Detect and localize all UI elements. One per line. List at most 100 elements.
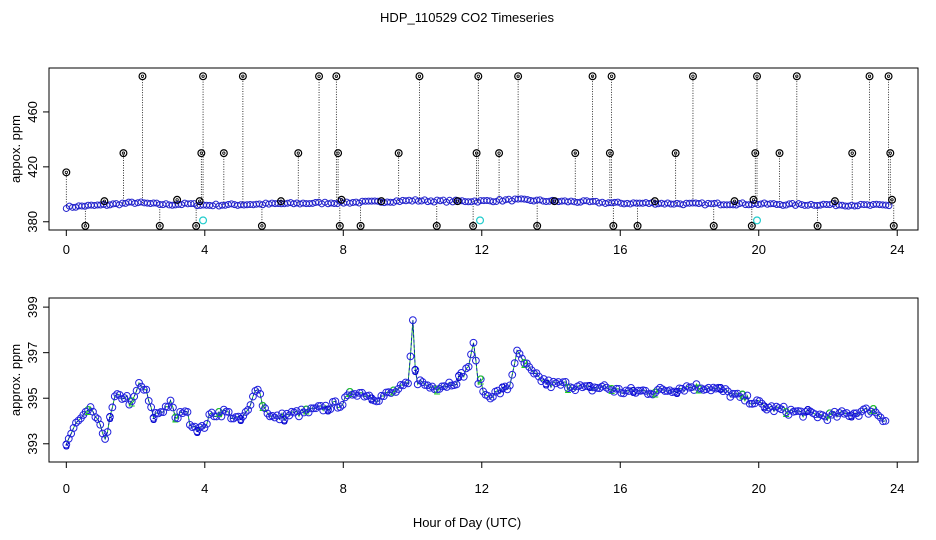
- series-marker: 3: [63, 438, 70, 453]
- bottom-point: [757, 399, 766, 408]
- bottom-point: [338, 400, 347, 409]
- bottom-point: [122, 391, 131, 400]
- bottom-point: [350, 390, 359, 398]
- bottom-point: [270, 413, 279, 422]
- series-marker: 3: [237, 412, 244, 427]
- bottom-point: [304, 408, 313, 417]
- spike-point-inner: [795, 74, 799, 78]
- bottom-point: [227, 414, 236, 423]
- bottom-point: [467, 350, 475, 359]
- bottom-point: [658, 385, 667, 394]
- bottom-point: [101, 435, 109, 443]
- bottom-point: [801, 407, 810, 416]
- bottom-point: [505, 381, 514, 390]
- baseline-point: [710, 199, 718, 207]
- spike-point-inner: [417, 74, 422, 78]
- spike-point: [709, 221, 718, 230]
- spike-point-inner: [260, 224, 264, 228]
- bottom-point: [404, 379, 412, 388]
- bottom-point: [614, 384, 623, 393]
- bottom-point: [653, 386, 662, 394]
- spike-point: [747, 221, 756, 230]
- bottom-point: [585, 382, 594, 390]
- series-marker: 2: [826, 406, 833, 421]
- bottom-point: [544, 376, 553, 385]
- spike-point: [276, 197, 285, 206]
- bottom-point: [244, 405, 252, 414]
- top-y-tick-label: 380: [25, 211, 40, 233]
- bottom-point: [106, 412, 114, 421]
- series-marker: 3: [586, 379, 593, 394]
- spike-point: [514, 72, 523, 81]
- baseline-point: [885, 202, 893, 210]
- bottom-point: [72, 418, 80, 427]
- bottom-point: [355, 389, 364, 397]
- baseline-point: [673, 199, 681, 207]
- series-marker: 2: [477, 372, 484, 387]
- bottom-point: [503, 385, 512, 394]
- spike-point: [633, 221, 642, 230]
- bottom-point: [837, 407, 846, 416]
- top-x-tick-label: 0: [63, 242, 70, 257]
- spike-point-inner: [140, 74, 145, 78]
- bottom-point: [571, 386, 580, 395]
- bottom-point: [120, 394, 129, 403]
- bottom-point: [459, 372, 468, 381]
- series-marker: 3: [412, 363, 419, 378]
- baseline-point: [174, 200, 182, 208]
- bottom-point: [520, 359, 529, 368]
- spike-point: [533, 221, 542, 230]
- bottom-point: [164, 403, 172, 411]
- bottom-point: [707, 386, 715, 395]
- baseline-point: [523, 196, 531, 204]
- spike-point-inner: [175, 198, 179, 202]
- spike-point: [605, 149, 614, 158]
- series-marker: 3: [324, 403, 331, 418]
- bottom-x-tick-label: 20: [752, 481, 766, 496]
- spike-point-inner: [535, 224, 539, 228]
- spike-point-inner: [241, 74, 245, 78]
- bottom-x-tick-label: 0: [63, 481, 70, 496]
- bottom-point: [292, 407, 301, 415]
- spike-point-inner: [892, 224, 896, 228]
- bottom-point: [413, 380, 422, 389]
- bottom-point: [253, 385, 262, 394]
- bottom-point: [874, 411, 883, 420]
- spike-point-inner: [339, 198, 344, 202]
- series-marker: 3: [368, 391, 375, 406]
- bottom-point: [823, 416, 832, 425]
- spike-point-inner: [296, 151, 300, 155]
- bottom-point: [387, 389, 395, 397]
- baseline-point: [499, 197, 507, 205]
- series-marker: 3: [106, 410, 113, 425]
- bottom-point: [438, 382, 446, 391]
- bottom-point: [484, 392, 492, 400]
- spike-point: [119, 149, 128, 158]
- series-marker: 3: [281, 413, 288, 428]
- baseline-point: [221, 201, 229, 209]
- baseline-point: [573, 198, 581, 206]
- spike-point-inner: [608, 151, 612, 155]
- bottom-point: [534, 372, 543, 381]
- bottom-point: [234, 412, 243, 421]
- baseline-point: [536, 196, 544, 204]
- top-x-tick-label: 20: [752, 242, 766, 257]
- bottom-point: [382, 388, 391, 397]
- series-marker: 2: [433, 382, 440, 397]
- bottom-point: [508, 370, 517, 379]
- spike-point-inner: [751, 198, 756, 202]
- spike-point: [62, 168, 71, 177]
- bottom-point: [183, 408, 192, 416]
- baseline-point: [754, 200, 762, 208]
- series-marker: 3: [630, 384, 637, 399]
- bottom-point: [854, 412, 863, 420]
- spike-point: [334, 149, 343, 158]
- spike-point-inner: [279, 199, 283, 203]
- spike-point: [335, 221, 344, 230]
- spike-point-inner: [674, 151, 678, 155]
- bottom-point: [568, 384, 577, 393]
- spike-point: [889, 221, 898, 230]
- spike-point-inner: [833, 199, 837, 203]
- bottom-point: [132, 386, 141, 395]
- bottom-point: [510, 359, 519, 368]
